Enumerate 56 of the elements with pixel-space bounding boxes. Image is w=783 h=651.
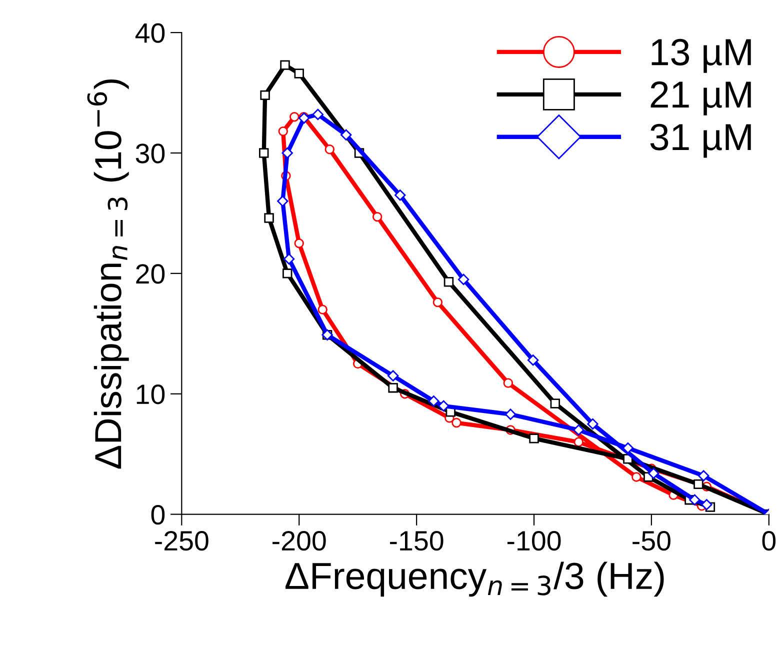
point (260, 90, 270, 100)
point (529, 434, 539, 444)
point (573, 424, 584, 436)
point (290, 112, 300, 122)
point (277, 196, 288, 207)
x-tick-label: -50 (632, 530, 670, 551)
point (340, 129, 352, 141)
legend-label: 13 µM (652, 38, 751, 73)
y-tick-label: 0 (151, 504, 165, 525)
point (550, 398, 560, 408)
point (283, 253, 295, 265)
point (324, 144, 335, 154)
point (278, 126, 288, 136)
point (444, 276, 454, 287)
y-tick-label: 10 (136, 384, 165, 404)
x-tick-label: 0 (762, 530, 776, 551)
x-tick-label: -200 (272, 530, 326, 551)
point (280, 60, 290, 70)
point (428, 395, 440, 407)
point (689, 494, 700, 506)
point (318, 304, 328, 314)
point (387, 370, 399, 382)
point (503, 378, 514, 388)
point (458, 274, 470, 286)
x-tick-label: -100 (507, 530, 561, 551)
point (432, 297, 443, 308)
point (632, 472, 642, 482)
point (282, 147, 293, 159)
point (438, 400, 450, 412)
legend-label: 21 µM (650, 81, 751, 116)
point (504, 408, 516, 420)
point (388, 382, 398, 393)
point (282, 268, 292, 278)
point (527, 354, 539, 366)
y-tick-label: 30 (136, 144, 165, 164)
x-tick-label: -150 (390, 530, 444, 551)
y-tick-label: 20 (136, 264, 165, 284)
point (259, 148, 269, 158)
point (587, 418, 598, 430)
point (264, 213, 274, 223)
y-axis-title: ΔDissipation$_{n=3}$ (10$^{−6}$) (87, 79, 129, 469)
point (294, 68, 304, 78)
point (701, 499, 712, 510)
point (372, 212, 382, 222)
y-tick-label: 40 (135, 23, 165, 43)
point (294, 238, 304, 248)
legend-label: 31 µM (650, 124, 751, 158)
point (452, 418, 462, 428)
point (312, 108, 324, 120)
point (574, 437, 584, 447)
point (394, 190, 406, 201)
point (648, 468, 660, 479)
x-axis-title: ΔFrequency$_{n=3}$/3 (Hz) (286, 562, 664, 597)
x-tick-label: -250 (155, 530, 208, 551)
point (694, 479, 704, 490)
point (698, 470, 710, 482)
